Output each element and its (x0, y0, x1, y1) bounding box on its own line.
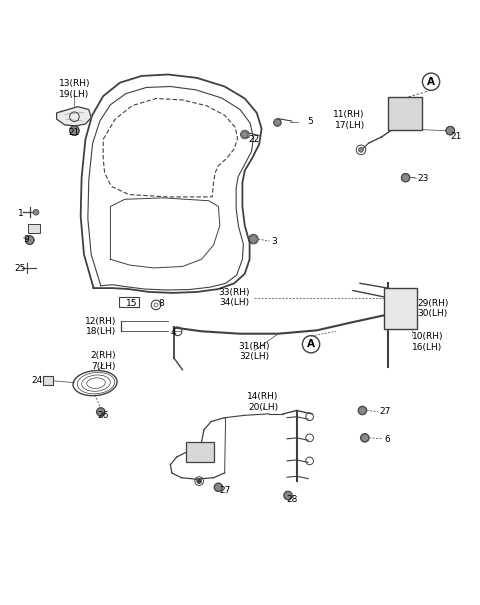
Circle shape (197, 479, 202, 483)
Text: 21: 21 (69, 128, 80, 137)
Circle shape (70, 126, 79, 136)
Text: 6: 6 (384, 435, 390, 444)
Text: 23: 23 (418, 174, 429, 183)
Text: A: A (307, 339, 315, 349)
Circle shape (402, 174, 409, 182)
Circle shape (97, 408, 105, 416)
Circle shape (25, 236, 34, 244)
Text: 4: 4 (170, 328, 176, 337)
Circle shape (33, 209, 39, 215)
Bar (388, 97, 422, 129)
Text: 10(RH)
16(LH): 10(RH) 16(LH) (412, 332, 444, 352)
Text: 3: 3 (271, 237, 277, 246)
Bar (384, 288, 417, 329)
Circle shape (154, 303, 158, 307)
Circle shape (215, 483, 222, 491)
Text: 5: 5 (307, 117, 313, 126)
Text: 27: 27 (379, 407, 391, 416)
Circle shape (361, 434, 369, 442)
Text: 31(RH)
32(LH): 31(RH) 32(LH) (239, 342, 270, 361)
Text: 2(RH)
7(LH): 2(RH) 7(LH) (90, 352, 116, 371)
Text: A: A (427, 77, 435, 87)
Text: 13(RH)
19(LH): 13(RH) 19(LH) (59, 79, 90, 99)
Text: 8: 8 (158, 299, 164, 309)
Text: 27: 27 (219, 486, 230, 495)
Text: 21: 21 (450, 132, 462, 142)
Bar (186, 442, 214, 462)
Text: 14(RH)
20(LH): 14(RH) 20(LH) (247, 392, 279, 411)
Bar (28, 224, 40, 233)
Text: 12(RH)
18(LH): 12(RH) 18(LH) (85, 317, 117, 336)
Circle shape (241, 131, 248, 138)
Text: 22: 22 (249, 135, 260, 144)
Circle shape (359, 148, 363, 152)
Text: 26: 26 (97, 411, 109, 420)
Circle shape (274, 119, 281, 126)
Bar (43, 376, 53, 385)
Circle shape (359, 407, 366, 414)
Polygon shape (57, 106, 91, 126)
Circle shape (284, 492, 292, 499)
Circle shape (446, 126, 455, 135)
Circle shape (250, 235, 257, 243)
Text: 11(RH)
17(LH): 11(RH) 17(LH) (333, 110, 365, 130)
Text: 28: 28 (286, 495, 298, 504)
Text: 9: 9 (24, 235, 29, 244)
Bar (119, 296, 139, 307)
Text: 33(RH)
34(LH): 33(RH) 34(LH) (218, 288, 250, 307)
Text: 15: 15 (126, 299, 138, 309)
Text: 25: 25 (14, 264, 26, 273)
Text: 1: 1 (18, 209, 24, 218)
Text: 29(RH)
30(LH): 29(RH) 30(LH) (418, 298, 449, 318)
Text: 24: 24 (31, 376, 42, 385)
